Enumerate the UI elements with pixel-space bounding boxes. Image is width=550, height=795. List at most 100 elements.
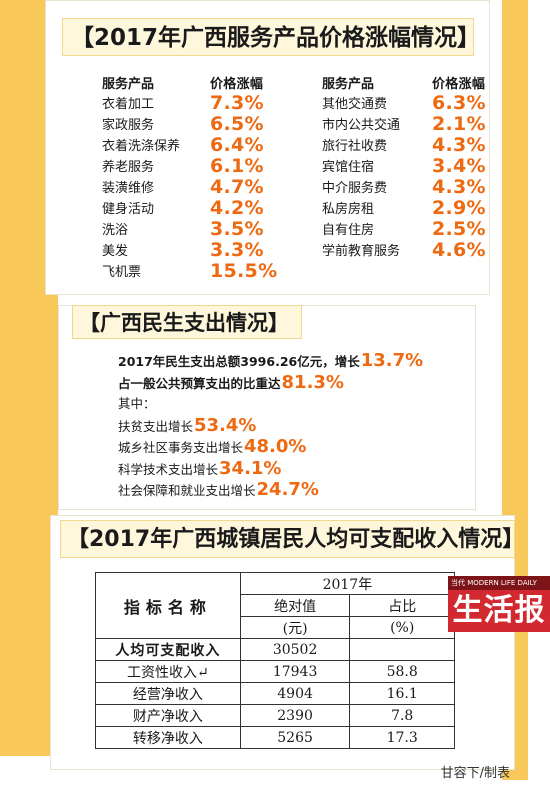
livelihood-text: 城乡社区事务支出增长 bbox=[118, 440, 244, 455]
header-absolute: 绝对值 bbox=[239, 594, 351, 617]
service-name: 市内公共交通 bbox=[322, 118, 401, 133]
income-share: 16.1 bbox=[349, 682, 455, 705]
service-name: 美发 bbox=[102, 244, 129, 259]
livelihood-line: 2017年民生支出总额3996.26亿元，增长 13.7% bbox=[118, 350, 423, 372]
newspaper-logo: 当代 MODERN LIFE DAILY 生活报 bbox=[448, 576, 550, 632]
table-row: 工资性收入↵ 17943 58.8 bbox=[95, 660, 455, 683]
header-share-unit: (%) bbox=[349, 616, 455, 639]
income-header-row: (元) (%) bbox=[96, 616, 455, 639]
price-increase: 3.4% bbox=[432, 154, 486, 177]
price-row: 市内公共交通 2.1% bbox=[322, 112, 486, 135]
header-share: 占比 bbox=[349, 594, 455, 617]
price-row: 装潢维修 4.7% bbox=[102, 175, 277, 198]
price-section-title: 【2017年广西服务产品价格涨幅情况】 bbox=[62, 18, 480, 56]
price-table-header: 服务产品 价格涨幅 bbox=[102, 72, 277, 92]
livelihood-text: 科学技术支出增长 bbox=[118, 461, 219, 477]
price-row: 私房房租 2.9% bbox=[322, 196, 486, 219]
price-increase: 2.1% bbox=[432, 112, 486, 135]
service-name: 中介服务费 bbox=[322, 181, 388, 196]
income-name: 经营净收入 bbox=[95, 682, 241, 705]
price-row: 美发 3.3% bbox=[102, 238, 277, 261]
header-indicator: 指标名称 bbox=[95, 572, 241, 639]
price-increase: 4.6% bbox=[432, 238, 486, 261]
price-row: 飞机票 15.5% bbox=[102, 259, 278, 282]
table-row: 经营净收入 4904 16.1 bbox=[95, 682, 455, 705]
income-name: 财产净收入 bbox=[95, 704, 241, 727]
livelihood-line: 城乡社区事务支出增长 48.0% bbox=[118, 436, 423, 458]
header-increase: 价格涨幅 bbox=[432, 76, 486, 92]
price-increase: 6.1% bbox=[210, 154, 264, 177]
price-row: 家政服务 6.5% bbox=[102, 113, 277, 135]
income-value: 2390 bbox=[239, 704, 351, 727]
price-increase: 6.4% bbox=[210, 133, 264, 156]
livelihood-list: 2017年民生支出总额3996.26亿元，增长 13.7% 占一般公共预算支出的比… bbox=[118, 350, 423, 501]
price-table-left: 服务产品 价格涨幅 衣着加工 7.3% 家政服务 6.5% 衣着洗涤保养 6.4% 养… bbox=[102, 72, 278, 282]
service-name: 健身活动 bbox=[102, 202, 155, 217]
price-increase: 3.5% bbox=[210, 217, 264, 240]
header-service: 服务产品 bbox=[102, 76, 155, 92]
income-table: 指标名称 2017年 绝对值 占比 (元) (%) 人均可支配收入 30502 … bbox=[95, 572, 456, 749]
livelihood-value: 34.1% bbox=[219, 457, 282, 479]
livelihood-text: 2017年民生支出总额3996.26亿元，增长 bbox=[118, 354, 360, 369]
income-share: 58.8 bbox=[349, 660, 455, 683]
header-service: 服务产品 bbox=[322, 76, 375, 92]
price-row: 衣着洗涤保养 6.4% bbox=[102, 133, 277, 156]
price-increase: 4.3% bbox=[432, 133, 486, 156]
income-value: 30502 bbox=[239, 638, 351, 661]
price-increase: 6.3% bbox=[432, 91, 486, 114]
price-row: 养老服务 6.1% bbox=[102, 154, 277, 177]
income-section-title: 【2017年广西城镇居民人均可支配收入情况】 bbox=[60, 520, 524, 558]
income-share: 7.8 bbox=[349, 704, 455, 727]
livelihood-value: 81.3% bbox=[281, 371, 344, 393]
credit-line: 甘容下/制表 bbox=[440, 766, 510, 781]
livelihood-line: 社会保障和就业支出增长 24.7% bbox=[118, 479, 423, 501]
livelihood-value: 24.7% bbox=[256, 479, 319, 500]
price-increase: 3.3% bbox=[210, 238, 264, 261]
price-row: 自有住房 2.5% bbox=[322, 218, 486, 240]
service-name: 家政服务 bbox=[102, 118, 155, 133]
livelihood-text: 扶贫支出增长 bbox=[118, 418, 194, 434]
price-row: 其他交通费 6.3% bbox=[322, 91, 486, 114]
decor-strip-bottom bbox=[0, 556, 50, 756]
income-share: 17.3 bbox=[349, 726, 455, 749]
price-row: 旅行社收费 4.3% bbox=[322, 133, 486, 156]
income-share bbox=[349, 638, 455, 661]
table-row: 人均可支配收入 30502 bbox=[95, 638, 455, 661]
price-row: 学前教育服务 4.6% bbox=[322, 238, 486, 261]
price-increase: 15.5% bbox=[210, 259, 278, 282]
price-increase: 2.9% bbox=[432, 196, 486, 219]
income-table-wrap: 指标名称 2017年 绝对值 占比 (元) (%) 人均可支配收入 30502 … bbox=[95, 572, 495, 749]
livelihood-text: 其中： bbox=[118, 396, 156, 411]
service-name: 学前教育服务 bbox=[322, 244, 401, 259]
livelihood-value: 53.4% bbox=[194, 414, 257, 436]
header-increase: 价格涨幅 bbox=[210, 76, 264, 92]
income-value: 17943 bbox=[239, 660, 351, 683]
price-row: 中介服务费 4.3% bbox=[322, 175, 486, 198]
service-name: 衣着洗涤保养 bbox=[102, 139, 181, 154]
service-name: 宾馆住宿 bbox=[322, 160, 375, 175]
livelihood-section-title: 【广西民生支出情况】 bbox=[72, 305, 302, 339]
income-value: 4904 bbox=[239, 682, 351, 705]
table-row: 转移净收入 5265 17.3 bbox=[95, 726, 455, 749]
price-row: 洗浴 3.5% bbox=[102, 217, 277, 240]
service-name: 自有住房 bbox=[322, 223, 375, 238]
service-name: 飞机票 bbox=[102, 265, 142, 280]
price-increase: 7.3% bbox=[210, 91, 264, 114]
livelihood-line: 扶贫支出增长 53.4% bbox=[118, 415, 423, 437]
income-name: 转移净收入 bbox=[95, 726, 241, 749]
livelihood-line: 科学技术支出增长 34.1% bbox=[118, 458, 423, 480]
price-increase: 4.7% bbox=[210, 175, 264, 198]
service-name: 装潢维修 bbox=[102, 181, 155, 196]
service-name: 养老服务 bbox=[102, 160, 155, 175]
table-row: 财产净收入 2390 7.8 bbox=[95, 704, 455, 727]
logo-name: 生活报 bbox=[452, 593, 546, 628]
livelihood-text: 占一般公共预算支出的比重达 bbox=[118, 375, 281, 391]
header-year: 2017年 bbox=[239, 572, 456, 595]
income-name: 人均可支配收入 bbox=[95, 638, 241, 661]
livelihood-value: 13.7% bbox=[360, 350, 424, 371]
price-row: 衣着加工 7.3% bbox=[102, 91, 277, 114]
price-increase: 4.3% bbox=[432, 175, 486, 198]
income-value: 5265 bbox=[239, 726, 351, 749]
price-increase: 4.2% bbox=[210, 196, 264, 219]
